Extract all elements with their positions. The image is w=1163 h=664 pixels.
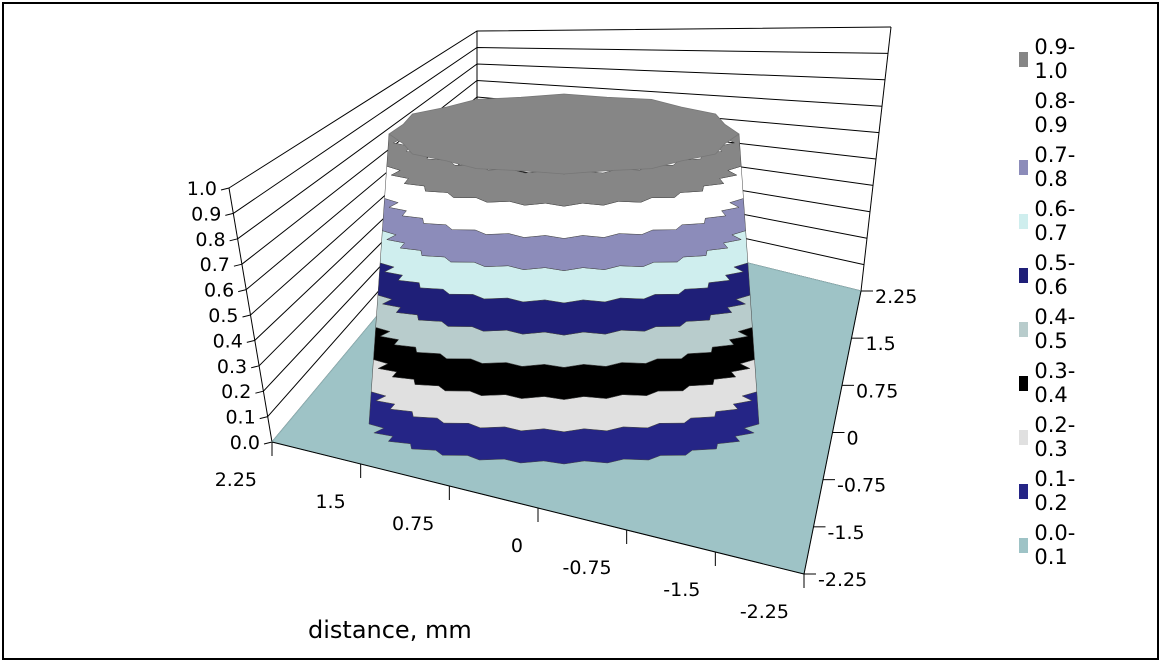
depth-tick-label: 0 xyxy=(847,428,859,450)
legend-swatch-0 xyxy=(1019,51,1029,67)
z-tick-label: 0.7 xyxy=(200,254,230,276)
legend-item: 0.8-0.9 xyxy=(1019,89,1081,137)
z-tick-label: 0.9 xyxy=(191,203,221,225)
plateau-top xyxy=(388,93,740,175)
legend-label: 0.3-0.4 xyxy=(1034,359,1076,407)
legend-swatch-9 xyxy=(1019,537,1029,553)
z-tick-mark xyxy=(238,289,247,293)
legend-swatch-3 xyxy=(1019,213,1029,229)
front-axis-line xyxy=(271,441,805,575)
depth-tick-label: -2.25 xyxy=(818,569,867,591)
z-tick-label: 0.0 xyxy=(230,432,260,454)
z-tick-mark xyxy=(242,314,251,318)
legend-item: 0.5-0.6 xyxy=(1019,251,1081,299)
z-tick-label: 0.5 xyxy=(208,305,238,327)
z-tick-label: 0.1 xyxy=(225,407,255,429)
front-tick-label: 0 xyxy=(511,535,523,557)
legend-swatch-1 xyxy=(1019,106,1028,121)
front-tick-label: 2.25 xyxy=(215,469,257,491)
legend-label: 0.0-0.1 xyxy=(1034,521,1076,569)
x-axis-label: distance, mm xyxy=(308,616,472,644)
z-tick-mark xyxy=(246,339,255,343)
z-tick-label: 0.4 xyxy=(213,330,243,352)
legend-swatch-5 xyxy=(1019,321,1029,337)
legend-item: 0.0-0.1 xyxy=(1019,521,1081,569)
legend-label: 0.4-0.5 xyxy=(1034,305,1076,353)
z-tick-mark xyxy=(255,390,264,394)
legend-item: 0.4-0.5 xyxy=(1019,305,1081,353)
z-tick-label: 1.0 xyxy=(187,178,217,200)
depth-tick-label: 2.25 xyxy=(875,286,917,308)
z-tick-label: 0.6 xyxy=(204,280,234,302)
depth-tick-label: 1.5 xyxy=(866,333,896,355)
z-tick-mark xyxy=(220,187,230,191)
legend-label: 0.8-0.9 xyxy=(1034,89,1076,137)
z-tick-label: 0.8 xyxy=(195,229,225,251)
legend-swatch-8 xyxy=(1019,483,1029,499)
legend-item: 0.7-0.8 xyxy=(1019,143,1081,191)
surface-chart: 0.0 0.1 0.2 0.3 0.4 0.5 0.6 0.7 0.8 0.9 1.0 2.25 1.5… xyxy=(187,26,917,644)
z-tick-mark xyxy=(263,441,273,445)
z-tick-label: 0.3 xyxy=(217,356,247,378)
legend-item: 0.6-0.7 xyxy=(1019,197,1081,245)
legend-swatch-6 xyxy=(1019,375,1029,391)
legend-item: 0.1-0.2 xyxy=(1019,467,1081,515)
z-tick-mark xyxy=(229,238,238,242)
legend-swatch-2 xyxy=(1019,159,1029,175)
legend-swatch-7 xyxy=(1019,429,1029,445)
legend-label: 0.2-0.3 xyxy=(1034,413,1076,461)
front-tick-label: -0.75 xyxy=(562,557,611,579)
front-tick-label: 0.75 xyxy=(392,513,434,535)
z-axis-line xyxy=(228,187,273,443)
depth-tick-label: -1.5 xyxy=(828,522,865,544)
legend-item: 0.2-0.3 xyxy=(1019,413,1081,461)
depth-axis-line xyxy=(803,290,862,575)
z-tick-mark xyxy=(233,263,243,267)
legend-swatch-4 xyxy=(1019,267,1029,283)
legend-item: 0.9-1.0 xyxy=(1019,35,1081,83)
legend-item: 0.3-0.4 xyxy=(1019,359,1081,407)
z-tick-mark xyxy=(259,416,268,420)
z-tick-label: 0.2 xyxy=(221,381,251,403)
z-tick-mark xyxy=(225,212,234,216)
front-tick-label: 1.5 xyxy=(315,491,345,513)
legend-label: 0.7-0.8 xyxy=(1034,143,1076,191)
legend-label: 0.6-0.7 xyxy=(1034,197,1076,245)
depth-tick-label: -0.75 xyxy=(837,475,886,497)
front-tick-label: -1.5 xyxy=(663,579,700,601)
legend-label: 0.1-0.2 xyxy=(1034,467,1076,515)
z-tick-mark xyxy=(250,365,260,369)
legend-label: 0.5-0.6 xyxy=(1034,251,1076,299)
depth-tick-label: 0.75 xyxy=(856,380,898,402)
back-right-edge xyxy=(860,26,892,292)
front-tick-label: -2.25 xyxy=(740,601,789,623)
legend-label: 0.9-1.0 xyxy=(1034,35,1076,83)
